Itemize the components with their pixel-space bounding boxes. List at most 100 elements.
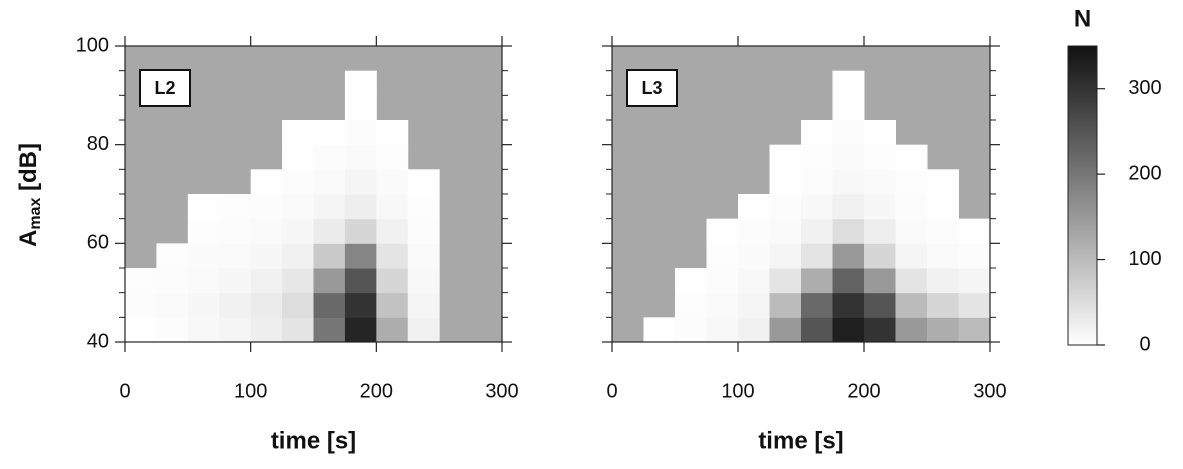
- y-title-sub: max: [27, 198, 44, 230]
- panel-label: L3: [641, 78, 662, 98]
- heat-cell: [927, 268, 959, 294]
- colorbar-tick-label: 200: [1128, 162, 1161, 184]
- heat-cell: [927, 292, 959, 318]
- heat-cell: [219, 194, 252, 220]
- heat-cell: [801, 292, 833, 318]
- heat-cell: [801, 194, 833, 220]
- heat-cell: [864, 218, 896, 244]
- heat-cell: [895, 317, 928, 343]
- heat-cell: [801, 120, 833, 146]
- heat-cell: [344, 243, 377, 269]
- heat-cell: [344, 218, 377, 244]
- heat-cell: [675, 268, 707, 294]
- heat-cell: [344, 292, 377, 318]
- heat-cell: [156, 243, 189, 269]
- heat-cell: [832, 243, 865, 269]
- heat-cell: [832, 95, 865, 121]
- heat-cell: [958, 218, 991, 244]
- colorbar: [1067, 45, 1098, 346]
- heat-cell: [219, 292, 252, 318]
- y-tick-label: 80: [87, 133, 109, 155]
- x-tick-label: 200: [847, 380, 880, 402]
- heat-cell: [832, 268, 865, 294]
- heat-cell: [643, 317, 676, 343]
- heat-cell: [125, 268, 157, 294]
- heat-cell: [250, 194, 283, 220]
- heat-cell: [187, 317, 220, 343]
- heat-cell: [958, 292, 991, 318]
- heat-cell: [769, 292, 802, 318]
- heat-cell: [832, 169, 865, 195]
- heat-cell: [250, 169, 283, 195]
- heat-cell: [801, 317, 833, 343]
- heat-cell: [187, 268, 220, 294]
- heat-cell: [376, 169, 409, 195]
- panel-label: L2: [154, 78, 175, 98]
- heat-cell: [927, 243, 959, 269]
- heat-cell: [958, 317, 991, 343]
- heat-cell: [958, 268, 991, 294]
- heat-cell: [769, 169, 802, 195]
- heat-cell: [864, 144, 896, 170]
- heat-cell: [927, 169, 959, 195]
- heat-cell: [738, 243, 770, 269]
- heat-cell: [187, 194, 220, 220]
- heat-cell: [895, 144, 928, 170]
- heat-cell: [156, 268, 189, 294]
- heat-cell: [344, 120, 377, 146]
- heat-cell: [250, 218, 283, 244]
- heat-cell: [864, 292, 896, 318]
- colorbar-title: N: [1074, 5, 1091, 32]
- heat-cell: [832, 144, 865, 170]
- heat-cell: [282, 120, 314, 146]
- heat-cell: [282, 317, 314, 343]
- heat-cell: [344, 317, 377, 343]
- x-tick-label: 300: [973, 380, 1006, 402]
- heat-cell: [344, 169, 377, 195]
- x-axis-title: time [s]: [758, 427, 843, 454]
- heat-cell: [376, 268, 409, 294]
- heat-cell: [895, 292, 928, 318]
- heat-cell: [864, 317, 896, 343]
- heat-cell: [219, 218, 252, 244]
- heat-cell: [407, 218, 440, 244]
- heat-cell: [407, 243, 440, 269]
- heat-cell: [282, 243, 314, 269]
- heat-cell: [344, 194, 377, 220]
- heat-cell: [282, 169, 314, 195]
- heat-cell: [832, 70, 865, 96]
- y-tick-label: 100: [76, 34, 109, 56]
- heat-cell: [187, 243, 220, 269]
- heat-cell: [376, 120, 409, 146]
- heat-cell: [313, 120, 346, 146]
- y-tick-label: 60: [87, 232, 109, 254]
- heat-cell: [407, 194, 440, 220]
- heat-cell: [376, 218, 409, 244]
- heat-cell: [927, 218, 959, 244]
- heat-cell: [864, 243, 896, 269]
- heat-cell: [407, 317, 440, 343]
- heat-cell: [832, 292, 865, 318]
- heat-cell: [187, 292, 220, 318]
- heat-cell: [125, 292, 157, 318]
- heat-cell: [156, 292, 189, 318]
- heat-cell: [282, 292, 314, 318]
- heat-cell: [407, 292, 440, 318]
- heat-cell: [219, 268, 252, 294]
- heat-cell: [864, 169, 896, 195]
- heat-cell: [769, 243, 802, 269]
- heat-cell: [313, 218, 346, 244]
- heat-cell: [282, 218, 314, 244]
- colorbar-tick-label: 0: [1139, 333, 1150, 355]
- heat-cell: [738, 317, 770, 343]
- heat-cell: [250, 317, 283, 343]
- heat-cell: [895, 218, 928, 244]
- heat-cell: [864, 120, 896, 146]
- heat-cell: [407, 169, 440, 195]
- heat-cell: [376, 243, 409, 269]
- heat-cell: [801, 268, 833, 294]
- heat-cell: [895, 169, 928, 195]
- colorbar-tick-label: 300: [1128, 77, 1161, 99]
- heat-cell: [706, 317, 739, 343]
